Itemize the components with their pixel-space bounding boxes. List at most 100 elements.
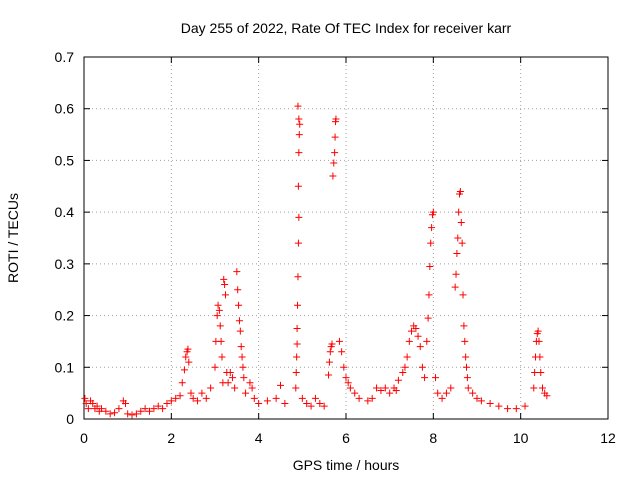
- data-point: [453, 250, 461, 258]
- data-point: [416, 343, 424, 351]
- data-point: [454, 234, 462, 242]
- data-point: [238, 353, 246, 361]
- data-point: [146, 407, 153, 415]
- data-point: [377, 387, 385, 395]
- data-point: [534, 327, 542, 335]
- data-point: [89, 399, 97, 407]
- data-point: [294, 182, 302, 190]
- data-point: [111, 409, 119, 417]
- data-point: [351, 389, 359, 397]
- data-point: [332, 115, 340, 123]
- data-point: [427, 239, 435, 247]
- data-point: [124, 410, 132, 418]
- data-point: [226, 368, 234, 376]
- data-point: [218, 353, 226, 361]
- data-point: [176, 392, 184, 400]
- y-tick-label: 0.6: [55, 101, 75, 117]
- data-point: [421, 374, 429, 382]
- data-point: [220, 275, 228, 283]
- data-point: [462, 353, 470, 361]
- data-point: [128, 411, 136, 419]
- data-point: [84, 405, 92, 413]
- data-point: [469, 389, 477, 397]
- data-point: [535, 337, 543, 345]
- data-point: [214, 301, 222, 309]
- data-point: [364, 397, 372, 405]
- data-point: [368, 394, 376, 402]
- data-point: [457, 218, 465, 226]
- y-tick-label: 0.2: [55, 308, 75, 324]
- data-point: [293, 340, 301, 348]
- data-point: [198, 389, 206, 397]
- data-point: [231, 384, 239, 392]
- data-point: [294, 102, 302, 110]
- data-point: [463, 363, 471, 371]
- data-point: [355, 394, 363, 402]
- data-point: [325, 371, 333, 379]
- x-tick-label: 6: [342, 430, 350, 446]
- data-point: [248, 384, 256, 392]
- data-point: [456, 187, 464, 195]
- data-point: [250, 394, 258, 402]
- data-point: [298, 394, 306, 402]
- data-point: [294, 301, 302, 309]
- data-point: [215, 306, 223, 314]
- data-point: [102, 407, 110, 415]
- data-point: [461, 337, 469, 345]
- data-point: [425, 291, 433, 299]
- data-point: [255, 399, 263, 407]
- data-point: [221, 281, 229, 289]
- data-point: [331, 133, 339, 141]
- x-tick-label: 0: [80, 430, 88, 446]
- data-point: [423, 337, 431, 345]
- data-point: [163, 399, 171, 407]
- data-point: [399, 368, 407, 376]
- data-point: [93, 402, 101, 410]
- data-point: [451, 283, 459, 291]
- data-point: [228, 374, 236, 382]
- data-point: [159, 405, 167, 413]
- data-point: [296, 120, 304, 128]
- data-point: [239, 363, 247, 371]
- data-point: [464, 384, 472, 392]
- data-point: [187, 389, 195, 397]
- data-point: [328, 340, 336, 348]
- data-point: [326, 348, 334, 356]
- data-point: [335, 337, 343, 345]
- data-point: [373, 384, 381, 392]
- data-point: [316, 399, 324, 407]
- data-point: [459, 291, 467, 299]
- data-point: [150, 405, 158, 413]
- y-tick-label: 0.1: [55, 359, 75, 375]
- axis-ticks: 0 2 4 6 8 10 12 0 0.1 0.2 0.3 0.4 0.5 0.6 0.7: [55, 49, 616, 446]
- data-point: [277, 381, 284, 389]
- data-point: [381, 384, 389, 392]
- data-point: [386, 389, 394, 397]
- chart-title: Day 255 of 2022, Rate Of TEC Index for r…: [181, 20, 512, 36]
- data-point: [292, 384, 300, 392]
- data-point: [121, 399, 129, 407]
- data-point: [293, 325, 301, 332]
- data-point: [392, 387, 400, 395]
- data-point: [473, 394, 481, 402]
- data-point: [338, 348, 346, 356]
- data-point: [178, 379, 186, 387]
- data-point: [281, 399, 289, 407]
- data-point: [438, 394, 446, 402]
- data-point: [414, 332, 422, 340]
- data-point: [394, 376, 402, 384]
- data-point: [521, 402, 529, 410]
- data-point: [182, 353, 190, 361]
- data-point: [530, 384, 538, 392]
- x-tick-label: 4: [255, 430, 263, 446]
- data-point: [132, 410, 140, 418]
- data-point: [412, 325, 420, 332]
- data-point: [184, 345, 192, 353]
- data-point: [263, 397, 271, 405]
- data-point: [213, 312, 221, 320]
- data-point: [221, 291, 229, 299]
- grid: [84, 57, 608, 419]
- data-point: [189, 394, 197, 402]
- data-point: [185, 358, 193, 366]
